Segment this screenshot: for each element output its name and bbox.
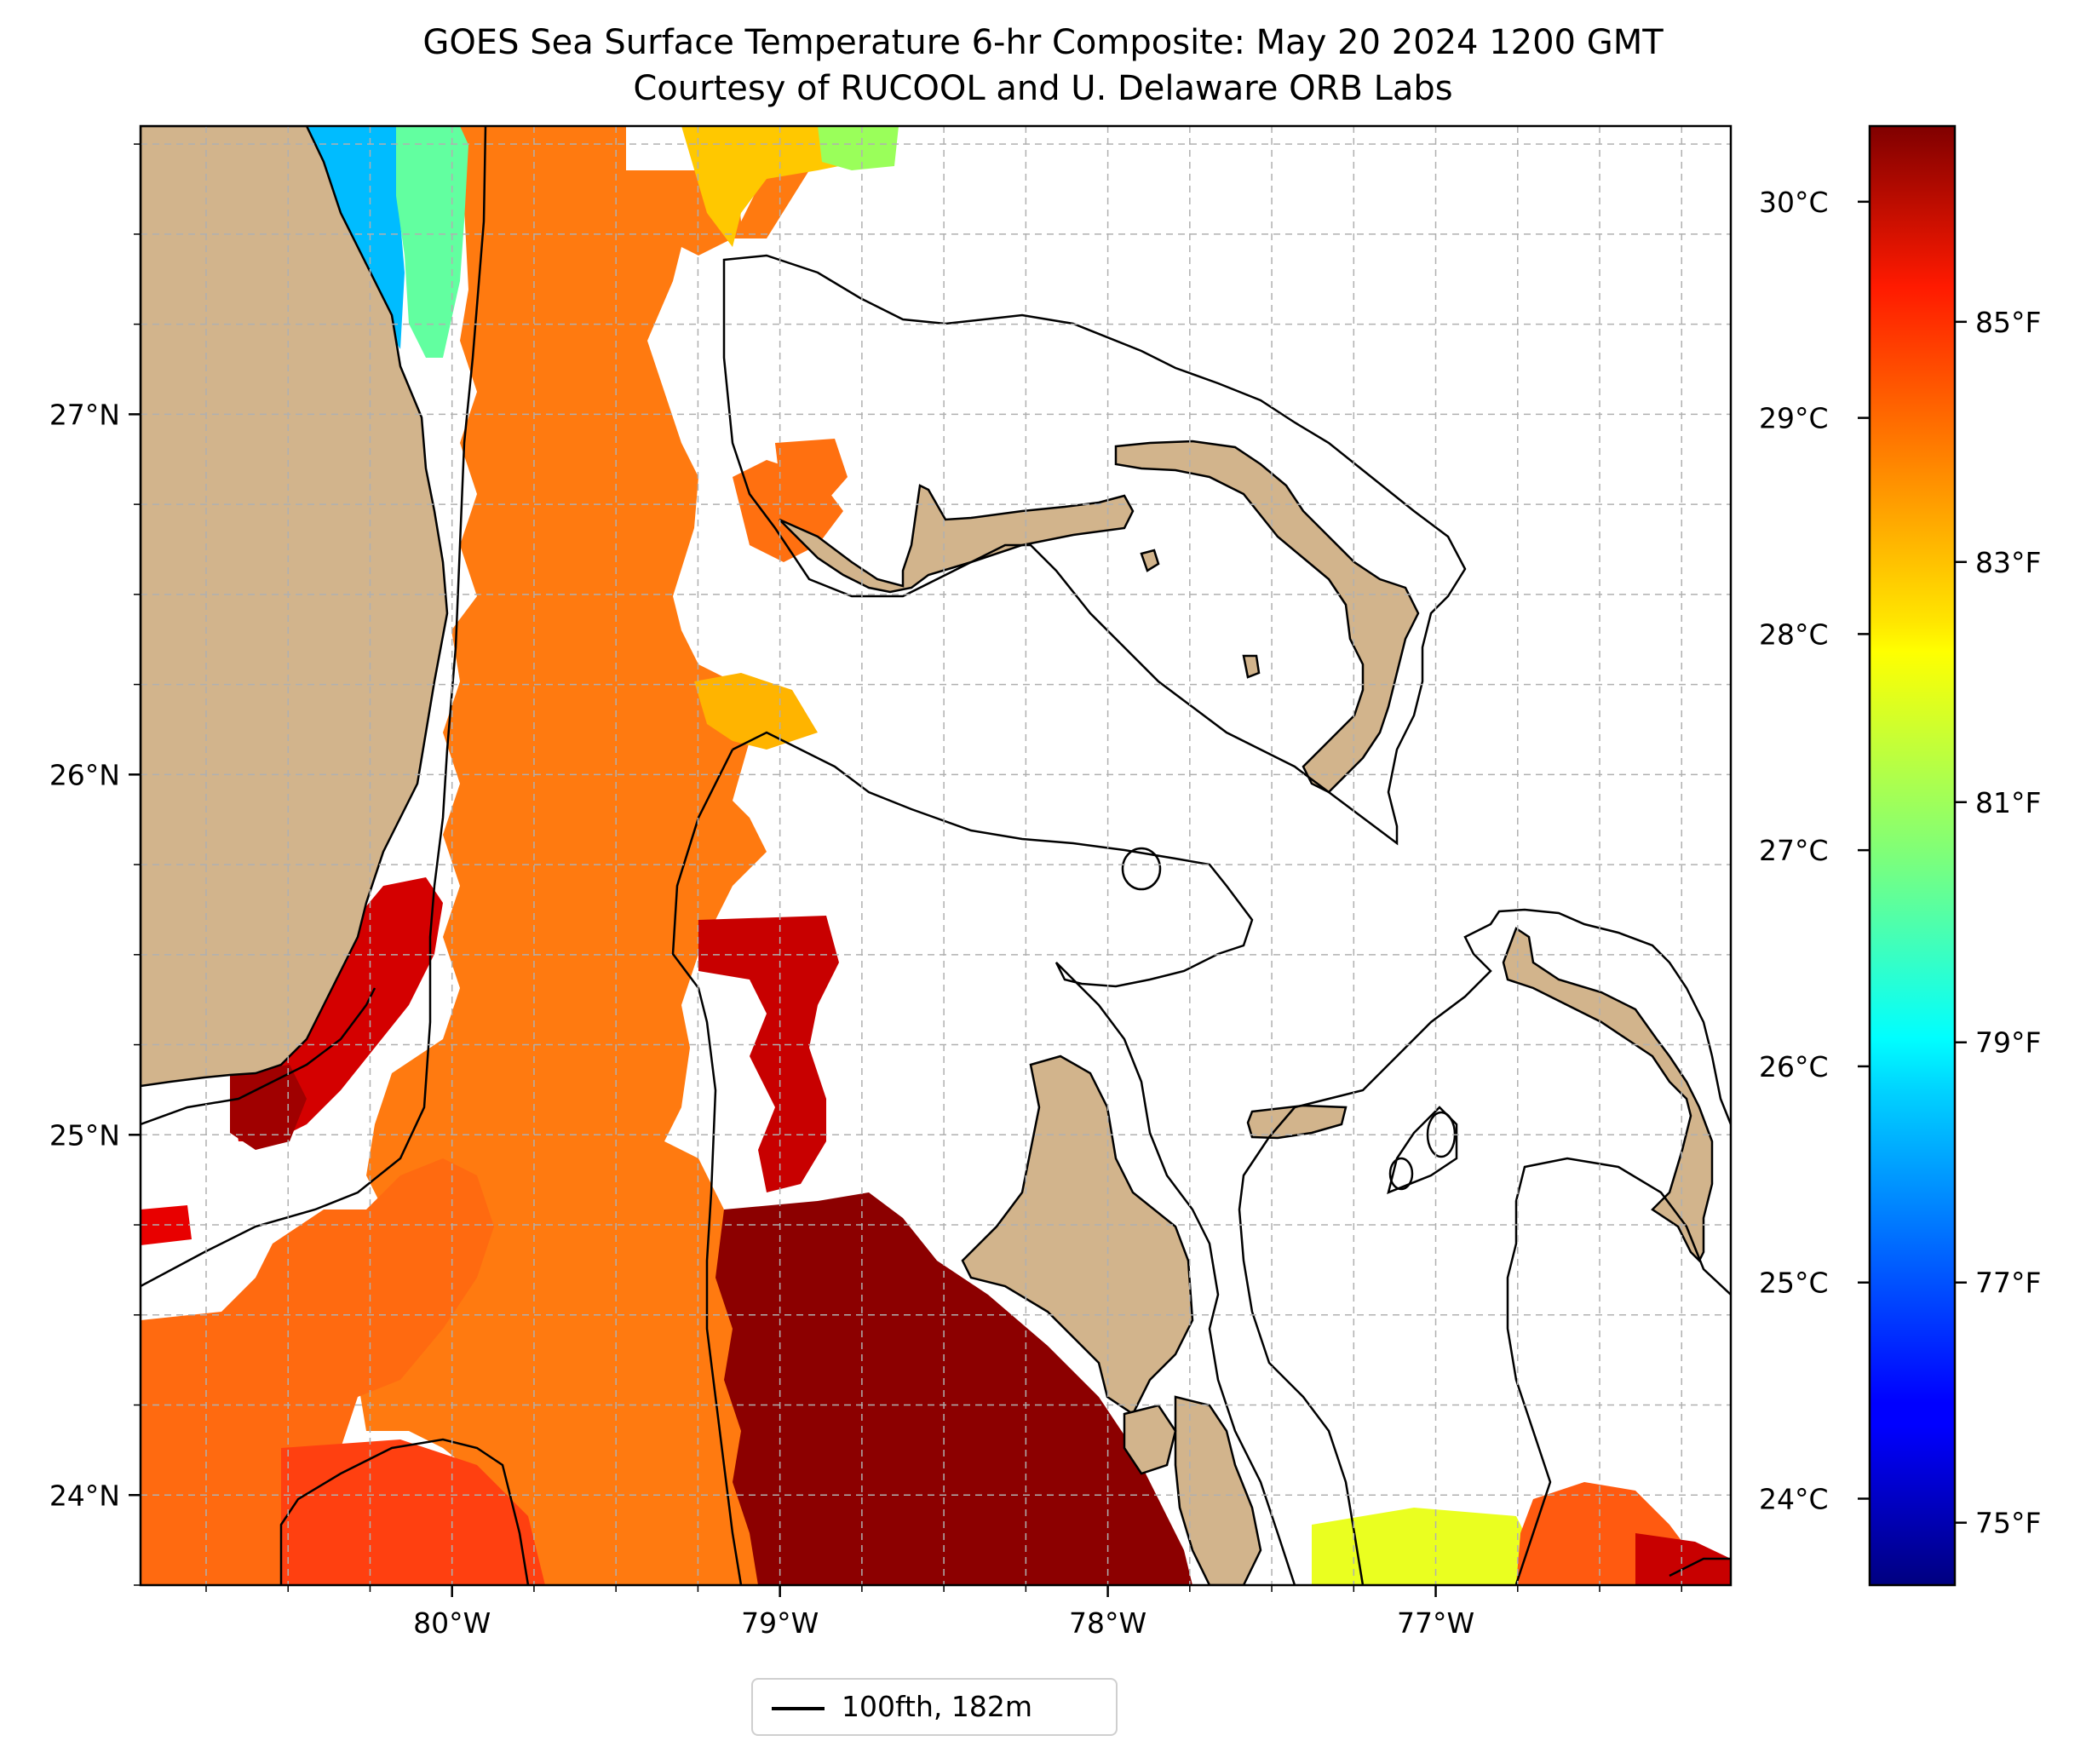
contour-florida-straits xyxy=(671,749,743,1585)
sst-north-green xyxy=(818,126,899,170)
land-andros-south xyxy=(1174,1395,1262,1585)
fahrenheit-tick-label: 75°F xyxy=(1975,1507,2041,1540)
lon-tick-label: 78°W xyxy=(1069,1606,1146,1640)
land-grand-bahama xyxy=(779,484,1135,594)
legend-line-swatch xyxy=(772,1707,825,1710)
sst-map xyxy=(141,126,1731,1585)
celsius-tick-label: 25°C xyxy=(1759,1267,1829,1300)
map-axis-ticks: 80°W 79°W 78°W 77°W 27°N 26°N 25°N 24°N xyxy=(49,143,1683,1640)
lat-tick-label: 24°N xyxy=(49,1479,120,1512)
colorbar-ticks: 24°C 25°C 26°C 27°C 28°C 29°C 30°C 75°F 77°F 79°F… xyxy=(1759,186,2041,1540)
sst-south-orange-lower xyxy=(281,1439,545,1585)
figure-title: GOES Sea Surface Temperature 6-hr Compos… xyxy=(422,23,1664,62)
lat-tick-label: 26°N xyxy=(49,758,120,791)
sst-se-yellow xyxy=(1312,1508,1533,1585)
contour-small-island-1 xyxy=(1121,847,1162,891)
sst-ne-orange xyxy=(775,439,848,515)
fahrenheit-tick-label: 85°F xyxy=(1975,306,2041,339)
lat-tick-label: 27°N xyxy=(49,398,120,431)
celsius-tick-label: 28°C xyxy=(1759,618,1829,651)
celsius-tick-label: 27°C xyxy=(1759,834,1829,867)
celsius-tick-label: 26°C xyxy=(1759,1050,1829,1083)
sst-red-strip xyxy=(698,916,839,1192)
land-small-island-2 xyxy=(1242,654,1261,679)
sst-se-red xyxy=(1635,1533,1731,1585)
sst-north-yellow xyxy=(681,126,860,247)
sst-field xyxy=(141,126,1731,1585)
contour-little-bahama-bank xyxy=(722,254,1467,846)
contour-florida-keys xyxy=(141,987,376,1126)
map-gridlines xyxy=(141,126,1731,1585)
fahrenheit-tick-label: 77°F xyxy=(1975,1267,2041,1300)
legend-label: 100fth, 182m xyxy=(842,1690,1032,1723)
land-eleuthera xyxy=(1502,927,1714,1263)
contour-exuma-sound xyxy=(1506,1157,1731,1585)
lon-tick-label: 77°W xyxy=(1397,1606,1474,1640)
fahrenheit-tick-label: 83°F xyxy=(1975,546,2041,579)
lon-tick-label: 79°W xyxy=(741,1606,819,1640)
sst-hot-core xyxy=(715,1192,1192,1585)
contour-small-island-3 xyxy=(1388,1157,1414,1191)
sst-south-orange xyxy=(141,1158,494,1585)
celsius-tick-label: 29°C xyxy=(1759,402,1829,435)
lat-tick-label: 25°N xyxy=(49,1118,120,1152)
contour-se-corner xyxy=(1669,1557,1731,1577)
contour-tongue-of-ocean xyxy=(1238,908,1731,1585)
land-small-island-1 xyxy=(1140,549,1160,572)
contour-florida-east xyxy=(141,126,487,1288)
lon-tick-label: 80°W xyxy=(413,1606,491,1640)
colorbar-gradient xyxy=(1868,124,1957,1587)
celsius-tick-label: 24°C xyxy=(1759,1482,1829,1515)
bathymetry-100fth-contour xyxy=(141,126,1731,1585)
sst-colorbar: 24°C 25°C 26°C 27°C 28°C 29°C 30°C 75°F 77°F 79°F… xyxy=(1759,124,2041,1587)
map-frame xyxy=(139,124,1733,1587)
fahrenheit-tick-label: 81°F xyxy=(1975,786,2041,819)
legend: 100fth, 182m xyxy=(751,1678,1118,1736)
figure-subtitle: Courtesy of RUCOOL and U. Delaware ORB L… xyxy=(633,69,1453,108)
contour-great-bahama-bank xyxy=(732,731,1296,1585)
fahrenheit-tick-label: 79°F xyxy=(1975,1026,2041,1060)
contour-south-bank xyxy=(279,1438,530,1585)
sst-midwest-yellow xyxy=(694,673,818,750)
sst-green-coastal xyxy=(396,126,468,358)
celsius-tick-label: 30°C xyxy=(1759,186,1829,219)
